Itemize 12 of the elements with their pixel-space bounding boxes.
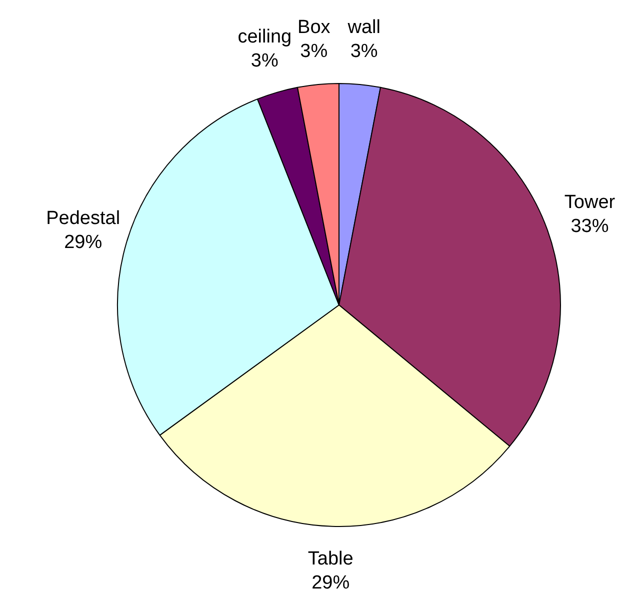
- data-label: 3%: [300, 40, 328, 62]
- data-label: 29%: [64, 232, 102, 253]
- slice-label: Pedestal: [46, 208, 120, 229]
- data-label: 3%: [350, 40, 378, 62]
- data-label: 29%: [312, 572, 350, 594]
- slice-label: Table: [308, 548, 354, 570]
- slice-label: Tower: [564, 192, 616, 213]
- slice-label: wall: [346, 16, 380, 38]
- slice-label: ceiling: [238, 26, 292, 48]
- slice-label: Box: [298, 16, 331, 38]
- data-label: 33%: [570, 216, 609, 237]
- data-label: 3%: [250, 50, 278, 72]
